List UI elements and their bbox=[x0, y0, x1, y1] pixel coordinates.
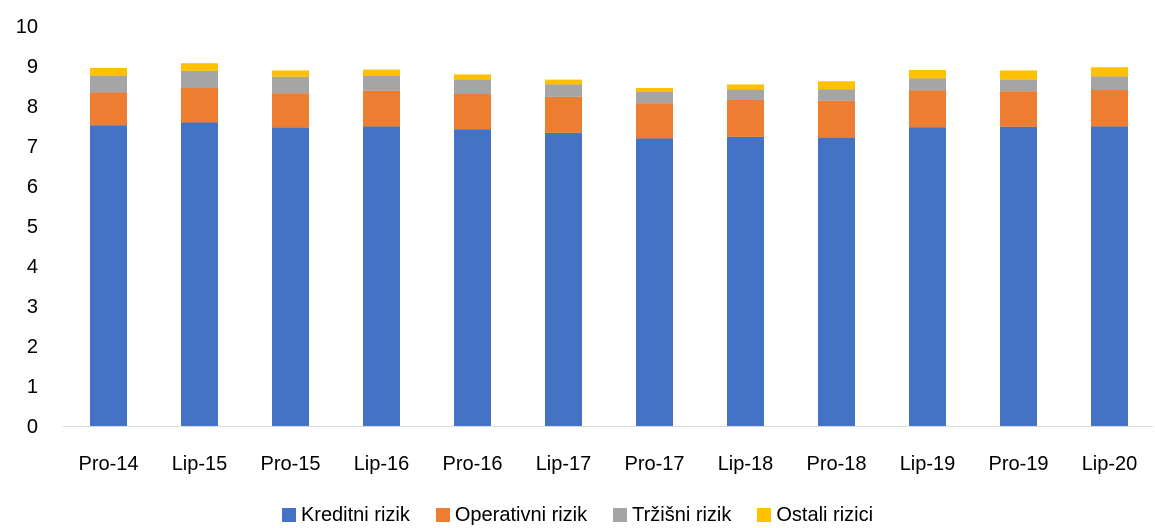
legend-label: Tržišni rizik bbox=[632, 503, 732, 526]
bar-segment-kreditni-rizik bbox=[909, 127, 946, 426]
legend-swatch bbox=[613, 508, 628, 522]
bar-segment-kreditni-rizik bbox=[818, 137, 855, 426]
legend-label: Kreditni rizik bbox=[300, 503, 410, 526]
bar-segment-tr-i-ni-rizik bbox=[545, 84, 582, 97]
y-tick-label: 10 bbox=[16, 16, 38, 38]
bar-segment-tr-i-ni-rizik bbox=[363, 76, 400, 91]
legend-swatch bbox=[757, 508, 772, 522]
x-tick-label: Lip-18 bbox=[718, 453, 774, 475]
x-tick-label: Lip-17 bbox=[536, 453, 592, 475]
bar-segment-kreditni-rizik bbox=[454, 129, 491, 426]
bar-segment-kreditni-rizik bbox=[1091, 126, 1128, 427]
bar-segment-operativni-rizik bbox=[1091, 90, 1128, 127]
legend-label: Operativni rizik bbox=[454, 503, 588, 526]
bar-segment-ostali-rizici bbox=[727, 84, 764, 90]
bar-segment-ostali-rizici bbox=[363, 69, 400, 76]
legend-swatch bbox=[435, 508, 450, 522]
y-tick-label: 7 bbox=[27, 136, 38, 158]
legend-item: Tržišni rizik bbox=[613, 504, 731, 527]
bar-segment-operativni-rizik bbox=[818, 100, 855, 138]
y-tick-label: 6 bbox=[27, 176, 38, 198]
x-axis-ticks: Pro-14 Lip-15 Pro-15 Lip-16 Pro-16 Lip-17 Pro-… bbox=[78, 453, 1137, 475]
bar-segment-ostali-rizici bbox=[636, 88, 673, 92]
y-tick-label: 1 bbox=[27, 376, 38, 398]
legend: Kreditni rizik Operativni rizik Tržišni ri… bbox=[0, 502, 1155, 528]
bar-segment-ostali-rizici bbox=[454, 74, 491, 80]
bar-segment-kreditni-rizik bbox=[1000, 126, 1037, 427]
bar-segment-ostali-rizici bbox=[909, 70, 946, 79]
bar-segment-kreditni-rizik bbox=[90, 125, 127, 426]
y-tick-label: 8 bbox=[27, 96, 38, 118]
y-tick-label: 9 bbox=[27, 56, 38, 78]
bar-segment-kreditni-rizik bbox=[181, 122, 218, 427]
bar-segment-operativni-rizik bbox=[1000, 91, 1037, 127]
bar-segment-kreditni-rizik bbox=[727, 136, 764, 427]
bars-group bbox=[90, 63, 1128, 427]
bar-segment-operativni-rizik bbox=[181, 88, 218, 123]
bar-segment-ostali-rizici bbox=[181, 63, 218, 71]
bar-segment-tr-i-ni-rizik bbox=[909, 78, 946, 91]
bar-segment-operativni-rizik bbox=[90, 92, 127, 126]
bar-segment-operativni-rizik bbox=[909, 90, 946, 128]
x-tick-label: Pro-16 bbox=[442, 453, 502, 475]
bar-segment-ostali-rizici bbox=[818, 81, 855, 90]
y-tick-label: 4 bbox=[27, 256, 38, 278]
bar-segment-operativni-rizik bbox=[636, 103, 673, 139]
bar-segment-operativni-rizik bbox=[454, 94, 491, 130]
bar-segment-tr-i-ni-rizik bbox=[727, 89, 764, 100]
bar-segment-ostali-rizici bbox=[90, 68, 127, 76]
legend-label: Ostali rizici bbox=[776, 503, 874, 526]
bar-segment-tr-i-ni-rizik bbox=[1000, 79, 1037, 92]
legend-item: Kreditni rizik bbox=[281, 503, 410, 527]
bar-segment-tr-i-ni-rizik bbox=[454, 79, 491, 94]
bar-segment-operativni-rizik bbox=[363, 90, 400, 127]
bar-segment-kreditni-rizik bbox=[363, 126, 400, 427]
legend-item: Operativni rizik bbox=[435, 503, 588, 527]
y-tick-label: 3 bbox=[27, 296, 38, 318]
x-tick-label: Pro-19 bbox=[988, 453, 1048, 475]
legend-item: Ostali rizici bbox=[757, 504, 873, 527]
bar-segment-tr-i-ni-rizik bbox=[272, 76, 309, 94]
bar-segment-tr-i-ni-rizik bbox=[636, 92, 673, 104]
y-tick-label: 5 bbox=[27, 216, 38, 238]
legend-swatch bbox=[281, 508, 296, 522]
x-tick-label: Pro-17 bbox=[624, 453, 684, 475]
bar-segment-operativni-rizik bbox=[545, 96, 582, 133]
x-tick-label: Pro-15 bbox=[260, 453, 320, 475]
bar-segment-operativni-rizik bbox=[272, 93, 309, 128]
bar-segment-ostali-rizici bbox=[1091, 67, 1128, 77]
x-tick-label: Lip-16 bbox=[354, 453, 410, 475]
bar-segment-tr-i-ni-rizik bbox=[90, 75, 127, 93]
bar-segment-tr-i-ni-rizik bbox=[1091, 76, 1128, 90]
bar-segment-kreditni-rizik bbox=[636, 138, 673, 426]
bar-segment-kreditni-rizik bbox=[545, 132, 582, 427]
y-axis-ticks: 0 1 2 3 4 5 6 7 8 9 10 bbox=[16, 16, 38, 438]
bar-segment-tr-i-ni-rizik bbox=[818, 89, 855, 101]
bar-segment-ostali-rizici bbox=[1000, 70, 1037, 80]
bar-segment-ostali-rizici bbox=[545, 79, 582, 85]
x-tick-label: Lip-15 bbox=[172, 453, 228, 475]
bar-segment-kreditni-rizik bbox=[272, 127, 309, 426]
y-tick-label: 0 bbox=[27, 416, 38, 438]
x-tick-label: Lip-20 bbox=[1082, 453, 1138, 475]
x-tick-label: Pro-18 bbox=[806, 453, 866, 475]
x-tick-label: Lip-19 bbox=[900, 453, 956, 475]
bar-segment-ostali-rizici bbox=[272, 70, 309, 77]
bar-segment-operativni-rizik bbox=[727, 100, 764, 137]
x-tick-label: Pro-14 bbox=[78, 453, 138, 475]
bar-segment-tr-i-ni-rizik bbox=[181, 70, 218, 88]
y-tick-label: 2 bbox=[27, 336, 38, 358]
